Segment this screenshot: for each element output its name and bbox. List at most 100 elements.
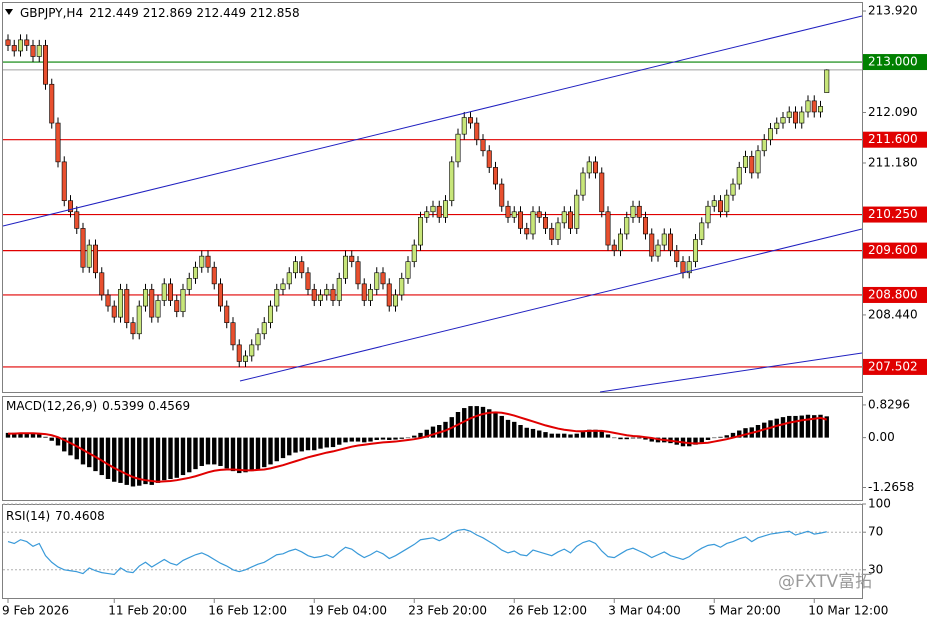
level-label-box [863, 131, 927, 148]
candle-body [311, 289, 317, 301]
macd-bar [112, 437, 117, 482]
candle-body [255, 333, 261, 346]
macd-bar [49, 437, 54, 441]
candle-body [655, 244, 661, 257]
macd-bar [80, 437, 86, 465]
macd-bar [268, 437, 273, 465]
candle-body [742, 156, 748, 168]
rsi-header: RSI(14) 70.4608 [6, 509, 105, 523]
collapse-icon[interactable] [5, 9, 13, 15]
candle-body [574, 194, 580, 229]
x-tick-label: 23 Feb 20:00 [408, 604, 487, 618]
level-label: 211.600 [868, 132, 918, 146]
candle-body [686, 261, 692, 274]
macd-bar [818, 414, 823, 438]
channel-line [599, 352, 863, 393]
rsi-value: 70.4608 [55, 509, 105, 523]
candle-body [330, 289, 336, 301]
macd-bar [12, 432, 17, 438]
macd-bar [55, 437, 61, 446]
candle-body [342, 255, 348, 279]
candle-body [349, 255, 355, 262]
candle-body [661, 233, 667, 246]
macd-bar [624, 437, 629, 440]
macd-bar [124, 437, 129, 485]
signal-value: 0.4569 [148, 399, 190, 413]
price-panel [2, 2, 863, 393]
macd-bar [18, 432, 23, 438]
price-header: GBPJPY,H4 212.449 212.869 212.449 212.858 [20, 6, 300, 20]
candle-body [124, 289, 130, 323]
candle-body [224, 305, 230, 323]
candle-body [461, 117, 467, 135]
macd-bar [512, 421, 517, 438]
macd-bar [743, 428, 748, 438]
macd-bar [812, 415, 817, 438]
candle-body [786, 111, 792, 118]
macd-bar [118, 437, 123, 483]
candle-body [517, 211, 523, 229]
y-tick-label: 211.180 [868, 155, 918, 169]
macd-bar [224, 437, 229, 469]
macd-bar [587, 429, 592, 438]
macd-bar [718, 436, 723, 438]
candle-body [361, 283, 367, 301]
macd-bar [374, 437, 379, 440]
candle-body [674, 250, 680, 262]
macd-bar [693, 437, 698, 445]
x-tick-label: 19 Feb 04:00 [308, 604, 387, 618]
candle-body [774, 122, 780, 129]
candle-body [305, 272, 311, 290]
candle-body [5, 39, 11, 46]
candle-body [193, 266, 199, 279]
candle-body [267, 305, 273, 323]
candle-body [386, 283, 392, 307]
candle-body [136, 305, 142, 335]
candle-body [99, 272, 105, 296]
candle-body [230, 322, 236, 346]
candle-body [449, 161, 455, 201]
macd-bar [362, 437, 367, 443]
y-tick-label: 0.8296 [868, 397, 910, 411]
level-label: 213.000 [868, 55, 918, 69]
rsi-title: RSI(14) [6, 509, 50, 523]
macd-bar [405, 437, 411, 439]
candle-body [68, 200, 74, 213]
candle-body [430, 205, 436, 213]
macd-bar [99, 437, 104, 476]
candle-body [111, 305, 117, 318]
y-tick-label: 100 [868, 497, 891, 511]
candle-body [555, 222, 561, 240]
candle-body [417, 217, 423, 246]
candle-body [55, 122, 61, 163]
candle-body [667, 233, 673, 251]
close-value: 212.858 [250, 6, 300, 20]
candle-body [86, 244, 92, 268]
macd-bar [480, 406, 486, 438]
level-label-box [863, 54, 927, 71]
macd-bar [162, 437, 167, 481]
candle-body [42, 45, 48, 85]
macd-bar [593, 429, 598, 438]
macd-bar [524, 427, 529, 438]
macd-bar [5, 432, 11, 438]
macd-bar [430, 426, 436, 438]
macd-bar [487, 409, 492, 438]
candle-body [374, 272, 380, 290]
candle-body [205, 255, 211, 268]
candle-body [817, 106, 823, 113]
candle-body [805, 100, 811, 113]
macd-bar [255, 437, 261, 470]
macd-bar [412, 435, 417, 438]
macd-bar [180, 437, 186, 476]
candle-body [274, 289, 280, 307]
candle-body [11, 45, 17, 52]
candle-body [455, 133, 461, 163]
candle-body [761, 139, 767, 152]
x-tick-label: 10 Mar 12:00 [808, 604, 888, 618]
candle-body [692, 239, 698, 262]
candle-body [261, 322, 267, 335]
candle-body [624, 217, 630, 235]
y-tick-label: 0.00 [868, 430, 895, 444]
candle-body [811, 100, 817, 113]
